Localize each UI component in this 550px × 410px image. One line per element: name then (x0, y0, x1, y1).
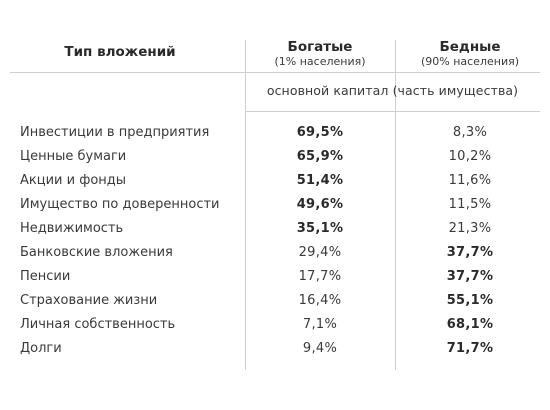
poor-value: 11,6% (448, 173, 492, 188)
table-row: Акции и фонды 51,4% 11,6% (0, 170, 550, 194)
header-rich: Богатые (1% населения) (245, 39, 395, 68)
rich-value: 69,5% (296, 125, 344, 140)
caption-divider (245, 111, 540, 112)
poor-value: 37,7% (446, 245, 494, 260)
rich-value: 51,4% (296, 173, 344, 188)
poor-value: 68,1% (446, 317, 494, 332)
table-row: Недвижимость 35,1% 21,3% (0, 218, 550, 242)
poor-value: 21,3% (448, 221, 492, 236)
header-poor-title: Бедные (439, 39, 501, 55)
column-divider (245, 40, 246, 370)
rich-value: 9,4% (302, 341, 338, 356)
capital-caption: основной капитал (часть имущества) (266, 83, 519, 98)
poor-value: 37,7% (446, 269, 494, 284)
row-label: Банковские вложения (20, 245, 173, 260)
table-row: Личная собственность 7,1% 68,1% (0, 314, 550, 338)
rich-value: 29,4% (298, 245, 342, 260)
rich-value: 17,7% (298, 269, 342, 284)
row-label: Акции и фонды (20, 173, 127, 188)
rich-value: 7,1% (302, 317, 338, 332)
table-body: Инвестиции в предприятия 69,5% 8,3% Ценн… (0, 122, 550, 362)
rich-value: 65,9% (296, 149, 344, 164)
row-label: Пенсии (20, 269, 71, 284)
rich-value: 16,4% (298, 293, 342, 308)
rich-value: 35,1% (296, 221, 344, 236)
header-rich-subtitle: (1% населения) (274, 55, 366, 68)
row-label: Имущество по доверенности (20, 197, 220, 212)
row-label: Недвижимость (20, 221, 124, 236)
poor-value: 71,7% (446, 341, 494, 356)
poor-value: 8,3% (452, 125, 488, 140)
header-divider (10, 72, 540, 73)
table-row: Имущество по доверенности 49,6% 11,5% (0, 194, 550, 218)
table-row: Страхование жизни 16,4% 55,1% (0, 290, 550, 314)
table-row: Ценные бумаги 65,9% 10,2% (0, 146, 550, 170)
row-label: Ценные бумаги (20, 149, 127, 164)
table-row: Банковские вложения 29,4% 37,7% (0, 242, 550, 266)
header-poor: Бедные (90% населения) (395, 39, 545, 68)
table-row: Инвестиции в предприятия 69,5% 8,3% (0, 122, 550, 146)
table-row: Пенсии 17,7% 37,7% (0, 266, 550, 290)
poor-value: 55,1% (446, 293, 494, 308)
row-label: Страхование жизни (20, 293, 158, 308)
row-label: Долги (20, 341, 62, 356)
rich-value: 49,6% (296, 197, 344, 212)
row-label: Личная собственность (20, 317, 176, 332)
table-row: Долги 9,4% 71,7% (0, 338, 550, 362)
row-label: Инвестиции в предприятия (20, 125, 210, 140)
poor-value: 11,5% (448, 197, 492, 212)
poor-value: 10,2% (448, 149, 492, 164)
column-divider (395, 40, 396, 370)
header-type-label: Тип вложений (64, 44, 176, 60)
header-rich-title: Богатые (287, 39, 353, 55)
header-poor-subtitle: (90% населения) (420, 55, 520, 68)
